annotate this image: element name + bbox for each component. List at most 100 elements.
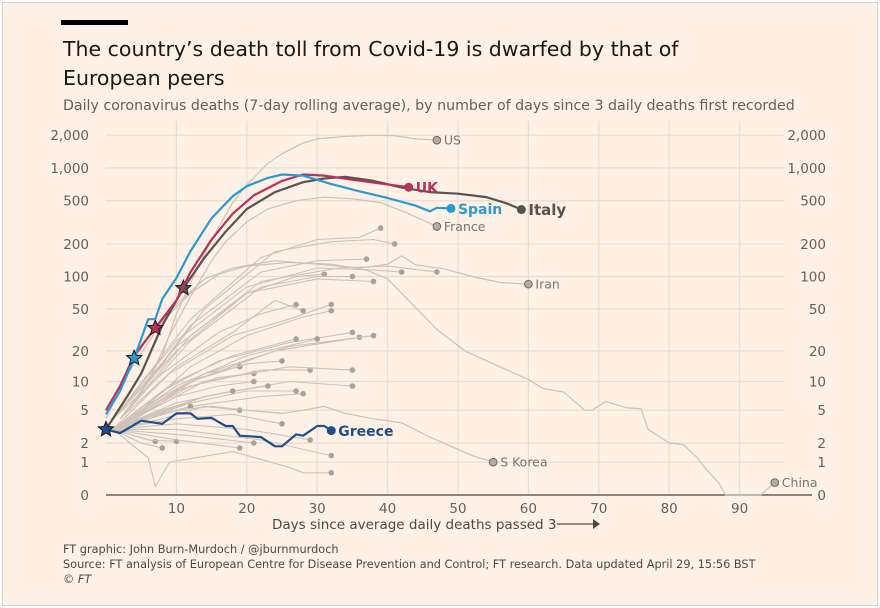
y-tick-label-left: 1,000 [50, 161, 89, 177]
line-chart: 0 0 1 1 2 2 5 5 10 10 20 20 50 50 100 100 200 200 500 500 1,… [50, 121, 826, 533]
y-tick-label-right: 200 [800, 237, 826, 253]
series-label-china: China [782, 475, 818, 490]
chart-title: The country’s death toll from Covid-19 i… [63, 37, 679, 90]
series-line-china [105, 261, 776, 496]
y-tick-label-left: 1 [80, 455, 89, 471]
series-end-dot [370, 278, 377, 285]
footer-credit: FT graphic: John Burn-Murdoch / @jburnmu… [63, 543, 339, 556]
series-label-uk: UK [416, 181, 439, 197]
series-end-dot [377, 225, 384, 231]
series-line-greece [105, 412, 332, 448]
series-end-dot [293, 336, 299, 342]
series-end-dot [434, 269, 440, 275]
series-line-spain [105, 173, 452, 415]
star-marker-spain [125, 348, 144, 366]
series-end-dot-italy [516, 205, 526, 215]
series-end-dot-china [770, 478, 780, 487]
series-line-other [112, 413, 283, 430]
y-tick-label-right: 100 [800, 270, 826, 286]
series-line-other [126, 238, 395, 411]
series-end-dot [328, 307, 335, 314]
series-end-dot [236, 445, 243, 451]
series-end-dot [187, 403, 194, 410]
series-line-other [112, 423, 311, 441]
y-tick-label-right: 2,000 [787, 128, 826, 144]
footer-source: Source: FT analysis of European Centre f… [63, 558, 756, 571]
series-end-dot [307, 367, 313, 373]
series-end-dot-france [432, 222, 442, 231]
series-end-dot-us [432, 135, 442, 145]
series-label-france: France [444, 219, 486, 234]
series-end-dot [349, 383, 356, 389]
series-end-dot [307, 437, 313, 443]
series-label-iran: Iran [535, 277, 559, 292]
y-tick-label-right: 10 [809, 374, 826, 390]
series-label-italy: Italy [528, 201, 566, 219]
series-line-other [113, 428, 332, 457]
series-end-dot-s-korea [488, 457, 498, 467]
x-tick-label: 90 [731, 501, 748, 517]
series-end-dot [279, 358, 285, 364]
series-end-dot [370, 332, 377, 339]
series-end-dot [159, 445, 166, 451]
series-end-dot [251, 440, 257, 446]
series-end-dot [349, 329, 356, 336]
footer-copyright: © FT [63, 573, 92, 586]
series-end-dot [391, 241, 398, 247]
star-marker-uk [146, 318, 165, 336]
series-end-dot [293, 301, 299, 308]
series-end-dot [363, 256, 370, 262]
star-marker-greece [97, 420, 115, 437]
chart-subtitle: Daily coronavirus deaths (7-day rolling … [63, 98, 795, 114]
title-accent-bar [61, 20, 128, 25]
series-end-dot-greece [326, 426, 336, 436]
series-end-dot [293, 388, 299, 394]
series-end-dot [300, 307, 306, 314]
series-end-dot-spain [446, 203, 456, 213]
series-end-dot [229, 388, 236, 394]
y-tick-label-left: 20 [72, 344, 89, 360]
series-end-dot [328, 301, 335, 308]
series-line-other [112, 338, 297, 430]
series-label-spain: Spain [458, 202, 502, 218]
series-line-other [119, 310, 332, 430]
series-line-france [147, 196, 438, 382]
series-line-other [112, 380, 254, 430]
series-label-s-korea: S Korea [500, 455, 547, 470]
series-line-other [112, 428, 332, 488]
series-line-s-korea [105, 405, 494, 463]
x-tick-label: 30 [309, 501, 326, 517]
y-tick-label-right: 50 [809, 302, 826, 318]
x-tick-label: 20 [238, 501, 255, 517]
series-line-other [112, 428, 177, 442]
series-line-other [112, 278, 374, 420]
series-end-dot-uk [404, 182, 414, 192]
series-line-other [112, 428, 163, 449]
series-end-dot [328, 452, 335, 459]
series-line-other [112, 428, 240, 449]
series-end-dot [300, 390, 306, 397]
y-tick-label-left: 2 [80, 436, 89, 452]
series-label-greece: Greece [338, 424, 393, 440]
series-end-dot [349, 273, 356, 280]
series-end-dot [279, 420, 285, 427]
series-end-dot [349, 367, 356, 373]
series-line-other [112, 366, 353, 430]
series-line-other [112, 428, 254, 444]
x-axis-arrow-icon [593, 519, 600, 529]
series-line-other [112, 366, 240, 430]
y-tick-label-left: 200 [63, 237, 89, 253]
y-tick-label-left: 2,000 [50, 128, 89, 144]
x-tick-label: 40 [379, 501, 396, 517]
series-label-us: US [444, 133, 461, 148]
y-tick-label-left: 0 [80, 488, 89, 504]
series-line-other [119, 275, 353, 420]
y-tick-label-right: 20 [809, 344, 826, 360]
series-line-other [119, 299, 304, 420]
y-tick-label-right: 5 [817, 403, 826, 419]
series-line-other [112, 405, 191, 430]
x-tick-label: 10 [168, 501, 185, 517]
x-tick-label: 70 [590, 501, 607, 517]
series-end-dot [328, 469, 335, 476]
